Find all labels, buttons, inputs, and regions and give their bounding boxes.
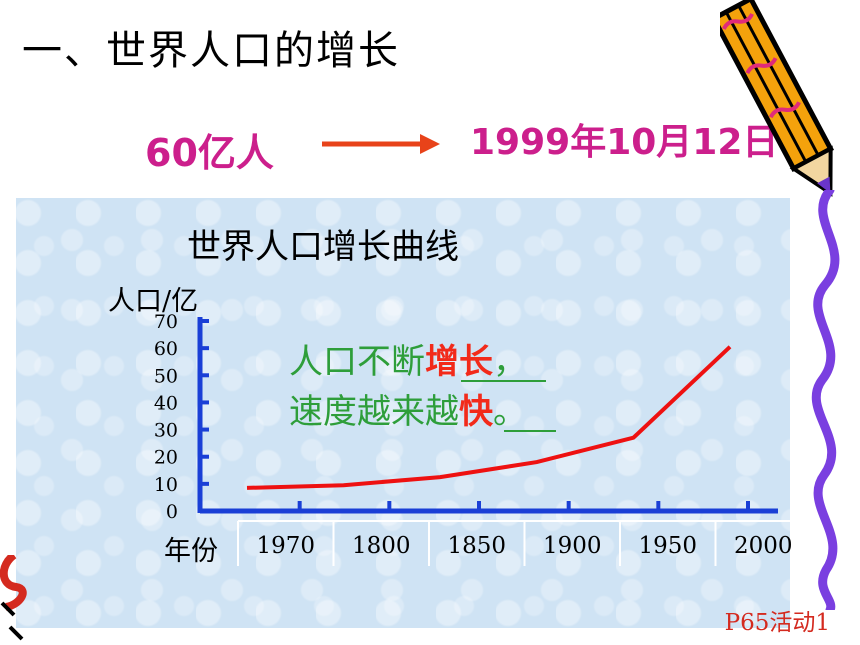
x-tick-label: 1970 <box>256 533 315 559</box>
annotation-line2-punct: 。 <box>493 392 527 432</box>
y-tick-label: 40 <box>154 392 178 414</box>
milestone-date: 1999年10月12日 <box>470 122 779 163</box>
x-tick-label: 1800 <box>352 533 411 559</box>
x-tick-label: 1900 <box>543 533 602 559</box>
annotation-line2-answer: 快 <box>459 392 494 432</box>
annotation-line1-answer: 增长 <box>425 342 493 382</box>
svg-text:速度越来越快。: 速度越来越快。 <box>289 392 527 432</box>
x-tick-label: 1850 <box>447 533 506 559</box>
population-curve <box>246 345 732 490</box>
annotation-line1-punct: ， <box>493 342 527 382</box>
y-tick-label: 30 <box>154 420 178 442</box>
y-tick-label: 10 <box>154 474 178 496</box>
y-tick-label: 20 <box>154 447 178 469</box>
y-tick-label: 70 <box>154 311 178 333</box>
activity-reference: P65活动1 <box>724 610 830 636</box>
population-milestone: 60亿人 <box>145 131 274 175</box>
y-tick-label: 50 <box>154 365 178 387</box>
y-axis-label: 人口/亿 <box>108 286 198 317</box>
y-tick-label: 60 <box>154 338 178 360</box>
annotation-line2-text: 速度越来越 <box>289 392 459 432</box>
decorative-squiggle-icon <box>811 190 840 610</box>
slide-title: 一、世界人口的增长 <box>22 28 400 74</box>
population-chart: 世界人口增长曲线 人口/亿 年份 0 10 20 30 40 50 60 70 1970 180… <box>108 227 812 567</box>
chart-title: 世界人口增长曲线 <box>187 227 459 267</box>
x-axis-label: 年份 <box>164 536 218 567</box>
svg-text:人口不断增长，: 人口不断增长， <box>289 342 527 382</box>
x-tick-label: 1950 <box>638 533 697 559</box>
right-arrow-icon <box>322 134 440 154</box>
pencil-icon <box>720 0 835 197</box>
annotation-line1-text: 人口不断 <box>289 342 425 382</box>
chart-annotation: 人口不断增长， 速度越来越快。 <box>289 342 556 432</box>
x-tick-label: 2000 <box>734 533 793 559</box>
y-tick-label: 0 <box>166 501 178 523</box>
decorative-corner-icon <box>0 555 27 641</box>
